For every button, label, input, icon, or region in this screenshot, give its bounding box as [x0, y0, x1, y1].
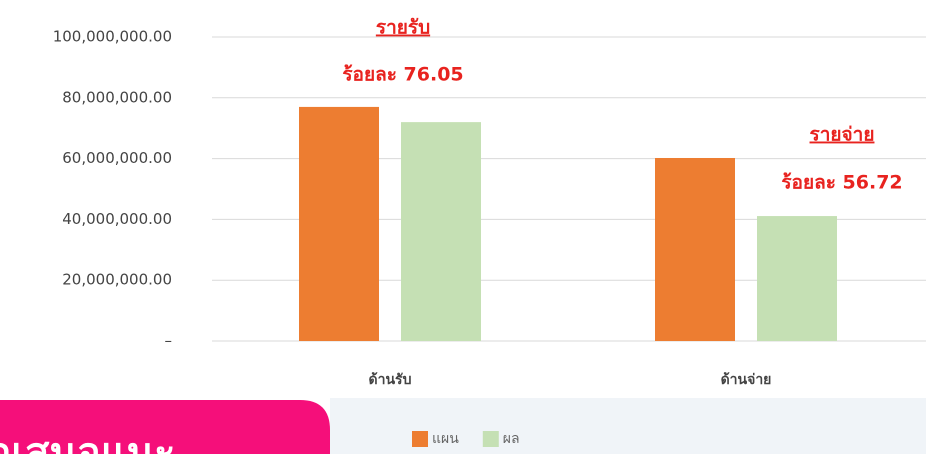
- x-tick-label: ด้านรับ: [369, 372, 412, 388]
- x-tick-label: ด้านจ่าย: [721, 372, 772, 388]
- y-tick-label: 20,000,000.00: [62, 271, 172, 289]
- y-tick-label: 40,000,000.00: [62, 210, 172, 228]
- y-tick-label: –: [165, 332, 173, 350]
- y-tick-label: 80,000,000.00: [62, 88, 172, 106]
- legend-label: ผล: [503, 431, 520, 447]
- annotation-text: ร้อยละ 76.05: [342, 64, 463, 86]
- legend-swatch: [412, 431, 428, 447]
- annotation-title: รายจ่าย: [810, 124, 875, 146]
- legend-swatch: [482, 431, 499, 447]
- annotation-text: ร้อยละ 56.72: [781, 172, 902, 194]
- y-tick-label: 100,000,000.00: [53, 28, 172, 46]
- banner: [0, 400, 330, 454]
- bar: [655, 157, 735, 341]
- y-tick-label: 60,000,000.00: [62, 149, 172, 167]
- bar: [299, 106, 379, 341]
- bar: [401, 122, 481, 342]
- legend-panel: [330, 398, 926, 454]
- annotation-title: รายรับ: [376, 17, 430, 39]
- legend-label: แผน: [432, 431, 459, 447]
- banner-text: ข้อเสนอแนะ: [0, 430, 175, 454]
- bar: [757, 216, 837, 341]
